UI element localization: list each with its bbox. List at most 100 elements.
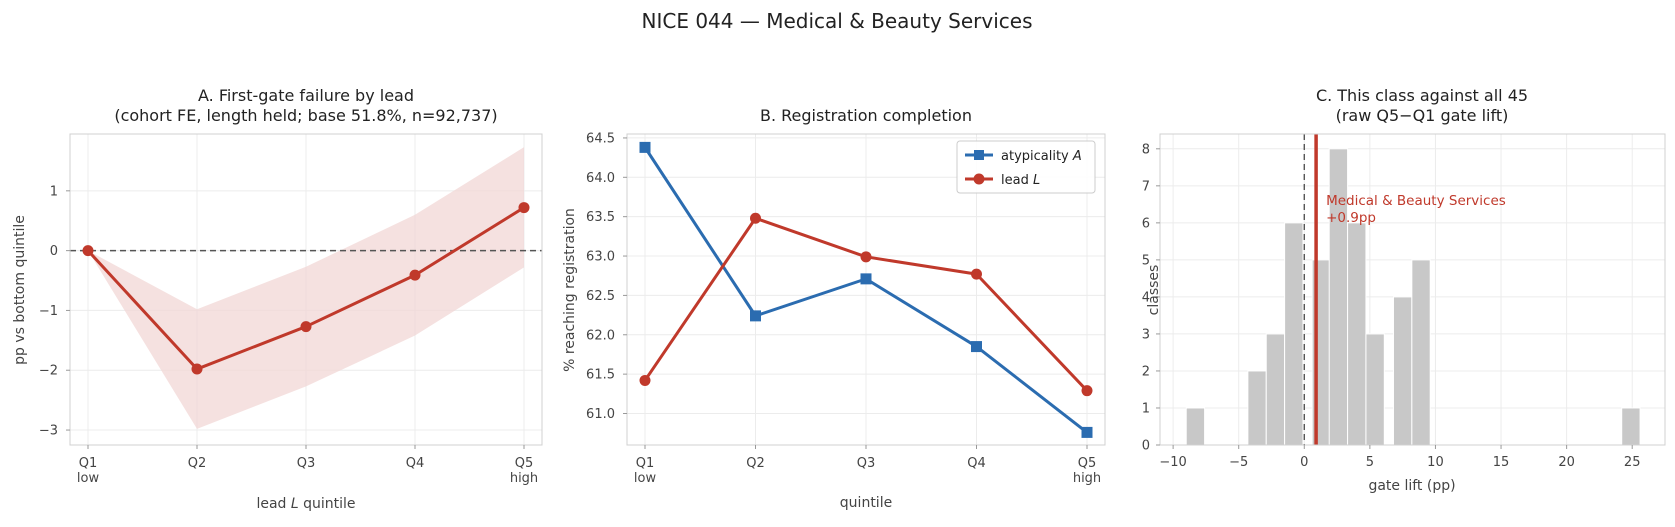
y-tick-label: 0 [1142, 439, 1150, 454]
y-tick-label: −1 [39, 304, 58, 319]
x-tick-label: 15 [1493, 455, 1510, 470]
panel-c-histogram-bars [1185, 148, 1641, 446]
panel-b-y-axis-label: % reaching registration [562, 208, 578, 372]
highlight-label-line1: Medical & Beauty Services [1326, 193, 1506, 209]
panel-b-legend: atypicality A lead L [956, 140, 1096, 194]
legend-lead-label: lead L [1001, 173, 1040, 188]
x-tick-label: Q4 [967, 456, 986, 471]
y-tick-label: 2 [1142, 364, 1150, 379]
y-tick-label: 1 [50, 184, 58, 199]
x-tick-label: 20 [1558, 455, 1575, 470]
histogram-bar [1411, 259, 1431, 446]
x-tick-label: 0 [1300, 455, 1308, 470]
histogram-bar [1265, 333, 1286, 446]
series-0-point [750, 310, 761, 322]
x-tick-label: Q5 [515, 456, 534, 471]
y-tick-label: 64.5 [586, 131, 615, 146]
panel-c-y-ticks: 0 1 2 3 4 5 6 7 8 [1142, 142, 1160, 454]
panel-b-title: B. Registration completion [760, 106, 972, 125]
y-tick-label: 62.0 [586, 328, 615, 343]
y-tick-label: 4 [1142, 290, 1150, 305]
panel-a-title-line1: A. First-gate failure by lead [198, 86, 414, 105]
x-tick-sublabel: high [1073, 471, 1101, 486]
y-tick-label: −3 [39, 424, 58, 439]
panel-c-y-axis-label: classes [1146, 265, 1162, 316]
y-tick-label: 62.5 [586, 289, 615, 304]
y-tick-label: 63.0 [586, 250, 615, 265]
panel-c-x-ticks: −10 −5 0 5 10 15 20 25 [1159, 445, 1640, 470]
x-tick-label: −10 [1159, 455, 1186, 470]
y-tick-label: 61.5 [586, 368, 615, 383]
legend-atypicality-label: atypicality A [1001, 149, 1082, 164]
series-0-point [639, 141, 651, 153]
y-tick-label: 0 [50, 244, 58, 259]
series-1-point [971, 268, 982, 280]
histogram-bar [1247, 370, 1267, 446]
series-0-point [409, 269, 421, 281]
y-tick-label: 6 [1142, 216, 1150, 231]
x-tick-label: Q2 [188, 456, 207, 471]
x-tick-label: Q3 [857, 456, 876, 471]
confidence-band-area [88, 147, 524, 429]
y-tick-label: 1 [1142, 401, 1150, 416]
histogram-bar [1621, 407, 1641, 446]
legend-lead-swatch-marker [973, 173, 985, 185]
panel-b-series [639, 141, 1093, 438]
series-0-point [518, 202, 530, 214]
x-tick-label: 5 [1366, 455, 1374, 470]
y-tick-label: −2 [39, 364, 58, 379]
panel-b-x-axis-label: quintile [840, 495, 892, 511]
series-1-point [1081, 385, 1093, 397]
panel-c-reference-lines [1303, 134, 1318, 445]
series-1-point [750, 212, 761, 224]
panel-a-title-line2: (cohort FE, length held; base 51.8%, n=9… [114, 106, 497, 125]
x-tick-label: Q1 [636, 456, 655, 471]
panel-b-y-ticks: 61.0 61.5 62.0 62.5 63.0 63.5 64.0 64.5 [586, 131, 627, 422]
series-0-point [971, 341, 982, 353]
panel-c-x-axis-label: gate lift (pp) [1368, 478, 1455, 494]
panel-a-y-axis-label: pp vs bottom quintile [12, 215, 28, 365]
x-tick-sublabel: high [510, 471, 538, 486]
histogram-bar [1284, 222, 1304, 446]
series-0-point [1081, 426, 1093, 438]
panel-a-x-axis-label: lead L quintile [256, 496, 355, 512]
y-tick-label: 8 [1142, 142, 1150, 157]
series-0-point [300, 321, 312, 333]
series-1-point [639, 374, 651, 386]
series-1-point [860, 251, 872, 263]
histogram-bar [1185, 407, 1206, 446]
highlight-label-line2: +0.9pp [1326, 210, 1376, 226]
x-tick-label: 25 [1624, 455, 1641, 470]
panel-b-chart: B. Registration completion 61.061.562.06… [562, 106, 1106, 511]
y-tick-label: 5 [1142, 253, 1150, 268]
y-tick-label: 64.0 [586, 171, 615, 186]
panel-c-title-line1: C. This class against all 45 [1316, 86, 1528, 105]
histogram-bar [1365, 333, 1385, 446]
y-tick-label: 63.5 [586, 210, 615, 225]
panel-a-y-ticks: −3 −2 −1 0 1 [39, 184, 70, 439]
x-tick-sublabel: low [634, 471, 657, 486]
panel-c-title-line2: (raw Q5−Q1 gate lift) [1336, 106, 1509, 125]
x-tick-label: Q3 [297, 456, 316, 471]
x-tick-label: Q5 [1078, 456, 1097, 471]
x-tick-label: Q4 [406, 456, 425, 471]
series-0-point [191, 363, 203, 375]
x-tick-sublabel: low [77, 471, 100, 486]
panel-a-confidence-band [88, 147, 524, 429]
figure-suptitle: NICE 044 — Medical & Beauty Services [642, 9, 1033, 33]
panel-c-frame [1159, 133, 1666, 446]
series-0-point [82, 245, 94, 257]
legend-atypicality-swatch-marker [974, 150, 984, 160]
x-tick-label: Q1 [79, 456, 98, 471]
x-tick-label: 10 [1427, 455, 1444, 470]
panel-a-series [82, 202, 530, 375]
panel-a-chart: A. First-gate failure by lead (cohort FE… [12, 86, 543, 512]
y-tick-label: 3 [1142, 327, 1150, 342]
panel-c-chart: C. This class against all 45 (raw Q5−Q1 … [1142, 86, 1666, 494]
y-tick-label: 61.0 [586, 407, 615, 422]
histogram-bar [1347, 222, 1367, 446]
histogram-bar [1392, 296, 1413, 446]
